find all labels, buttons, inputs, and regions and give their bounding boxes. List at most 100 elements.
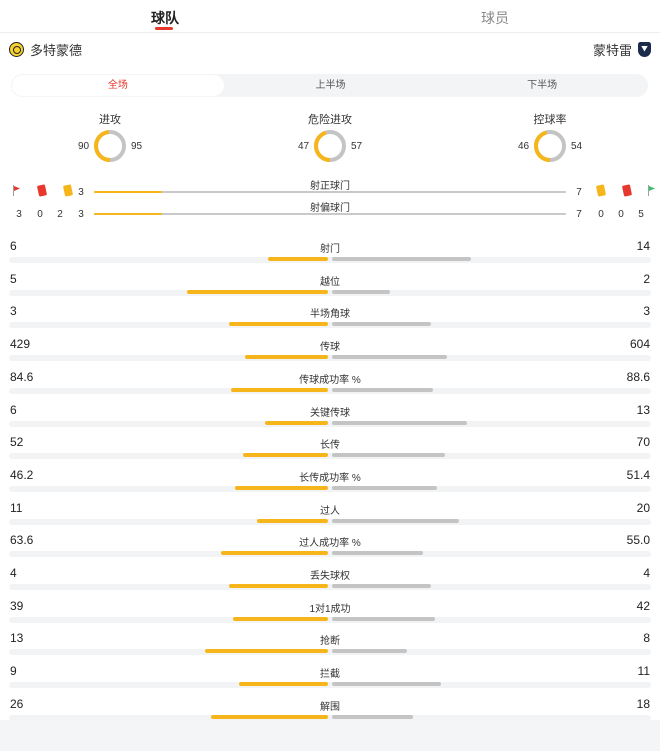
stat-away-value: 55.0 bbox=[626, 533, 650, 547]
stat-row: 46.2 长传成功率 % 51.4 bbox=[0, 468, 660, 500]
stat-bar-away bbox=[332, 421, 467, 425]
donut-away-value: 57 bbox=[351, 141, 363, 152]
stat-home-value: 46.2 bbox=[10, 468, 34, 482]
stat-bar-away bbox=[332, 355, 447, 359]
stat-home-value: 26 bbox=[10, 697, 24, 711]
stat-row-track bbox=[9, 290, 651, 296]
stat-label: 丢失球权 bbox=[310, 571, 350, 582]
stat-bar-home bbox=[239, 682, 328, 686]
stat-label: 过人成功率 % bbox=[299, 538, 361, 549]
corner-flag-icon bbox=[12, 185, 22, 196]
shots-away-value: 7 bbox=[576, 209, 582, 220]
home-team-name: 多特蒙德 bbox=[30, 42, 83, 58]
stat-away-value: 11 bbox=[637, 664, 650, 678]
stat-bar-home bbox=[211, 715, 328, 719]
shots-label: 射正球门 bbox=[310, 181, 350, 192]
stat-home-value: 3 bbox=[10, 304, 17, 318]
stat-row-track bbox=[9, 322, 651, 328]
stat-row: 13 抢断 8 bbox=[0, 631, 660, 663]
stat-away-value: 13 bbox=[636, 403, 650, 417]
stat-home-value: 6 bbox=[10, 239, 17, 253]
shots-bar-track bbox=[94, 191, 566, 193]
donut-home-value: 47 bbox=[298, 141, 310, 152]
stat-away-value: 88.6 bbox=[626, 370, 650, 384]
period-second-half[interactable]: 下半场 bbox=[527, 80, 558, 91]
shots-away-value: 7 bbox=[576, 187, 582, 198]
donut-home-arc bbox=[314, 130, 346, 162]
stat-row-track bbox=[9, 715, 651, 721]
stat-away-value: 51.4 bbox=[626, 468, 650, 482]
stat-bar-away bbox=[332, 519, 459, 523]
stat-home-value: 5 bbox=[10, 272, 17, 286]
stat-row: 39 1对1成功 42 bbox=[0, 599, 660, 631]
stat-row: 52 长传 70 bbox=[0, 435, 660, 467]
stat-bar-home bbox=[243, 453, 328, 457]
stat-label: 1对1成功 bbox=[309, 604, 351, 615]
tab-team[interactable]: 球队 bbox=[115, 8, 215, 30]
home-yellow-count: 2 bbox=[57, 209, 63, 220]
stat-bar-home bbox=[221, 551, 328, 555]
stat-label: 越位 bbox=[320, 277, 340, 288]
stat-row: 3 半场角球 3 bbox=[0, 304, 660, 336]
stat-away-value: 20 bbox=[636, 501, 650, 515]
donut-home-value: 46 bbox=[518, 141, 530, 152]
stat-label: 拦截 bbox=[320, 669, 340, 680]
stat-away-value: 3 bbox=[643, 304, 650, 318]
shots-target-row: 3 7 射正球门 bbox=[0, 177, 660, 198]
stat-bar-away bbox=[332, 551, 423, 555]
stat-away-value: 70 bbox=[636, 435, 650, 449]
away-team: 蒙特雷 bbox=[593, 40, 651, 58]
stat-row-track bbox=[9, 486, 651, 492]
stat-row: 6 射门 14 bbox=[0, 239, 660, 271]
stat-bar-away bbox=[332, 388, 433, 392]
stat-row: 84.6 传球成功率 % 88.6 bbox=[0, 370, 660, 402]
stat-bar-away bbox=[332, 322, 431, 326]
away-red-count: 0 bbox=[618, 209, 624, 220]
stat-bar-away bbox=[332, 617, 435, 621]
away-team-name: 蒙特雷 bbox=[592, 42, 632, 58]
stat-row-track bbox=[9, 453, 651, 459]
stat-home-value: 84.6 bbox=[10, 370, 34, 384]
stat-row-track bbox=[9, 682, 651, 688]
footer-area bbox=[0, 720, 660, 751]
stat-bar-away bbox=[332, 649, 407, 653]
stat-row: 4 丢失球权 4 bbox=[0, 566, 660, 598]
tab-player[interactable]: 球员 bbox=[445, 8, 545, 28]
stat-home-value: 6 bbox=[10, 403, 17, 417]
stat-label: 传球成功率 % bbox=[299, 375, 361, 386]
tab-player-label: 球员 bbox=[481, 10, 509, 26]
stat-row-track bbox=[9, 617, 651, 623]
stat-bar-home bbox=[229, 584, 328, 588]
away-corners-count: 5 bbox=[638, 209, 644, 220]
stat-row-track bbox=[9, 421, 651, 427]
away-team-crest-icon bbox=[638, 41, 651, 57]
shots-label: 射偏球门 bbox=[310, 203, 350, 214]
stat-away-value: 18 bbox=[636, 697, 650, 711]
stat-row-track bbox=[9, 388, 651, 394]
stat-away-value: 14 bbox=[636, 239, 650, 253]
donut-stat: 控球率 46 54 bbox=[480, 111, 620, 167]
stat-label: 解围 bbox=[320, 702, 340, 713]
period-full[interactable]: 全场 bbox=[12, 75, 224, 96]
shots-bar-home bbox=[94, 213, 162, 215]
stat-home-value: 13 bbox=[10, 631, 24, 645]
stat-bar-home bbox=[265, 421, 328, 425]
stat-label: 过人 bbox=[320, 506, 340, 517]
shots-home-value: 3 bbox=[78, 209, 84, 220]
stat-row-track bbox=[9, 584, 651, 590]
stat-bar-away bbox=[332, 453, 445, 457]
discipline-home-icons bbox=[12, 184, 74, 197]
top-tab-bar: 球队 球员 bbox=[0, 0, 660, 33]
stat-bar-home bbox=[233, 617, 328, 621]
tab-active-indicator bbox=[155, 27, 173, 30]
stat-bar-home bbox=[229, 322, 328, 326]
stat-home-value: 39 bbox=[10, 599, 24, 613]
shots-bar-track bbox=[94, 213, 566, 215]
stat-label: 长传成功率 % bbox=[299, 473, 361, 484]
stat-bar-away bbox=[332, 257, 471, 261]
shots-bar-home bbox=[94, 191, 162, 193]
stat-bar-away bbox=[332, 584, 431, 588]
stat-row-track bbox=[9, 551, 651, 557]
stat-row-track bbox=[9, 519, 651, 525]
period-first-half[interactable]: 上半场 bbox=[315, 80, 346, 91]
